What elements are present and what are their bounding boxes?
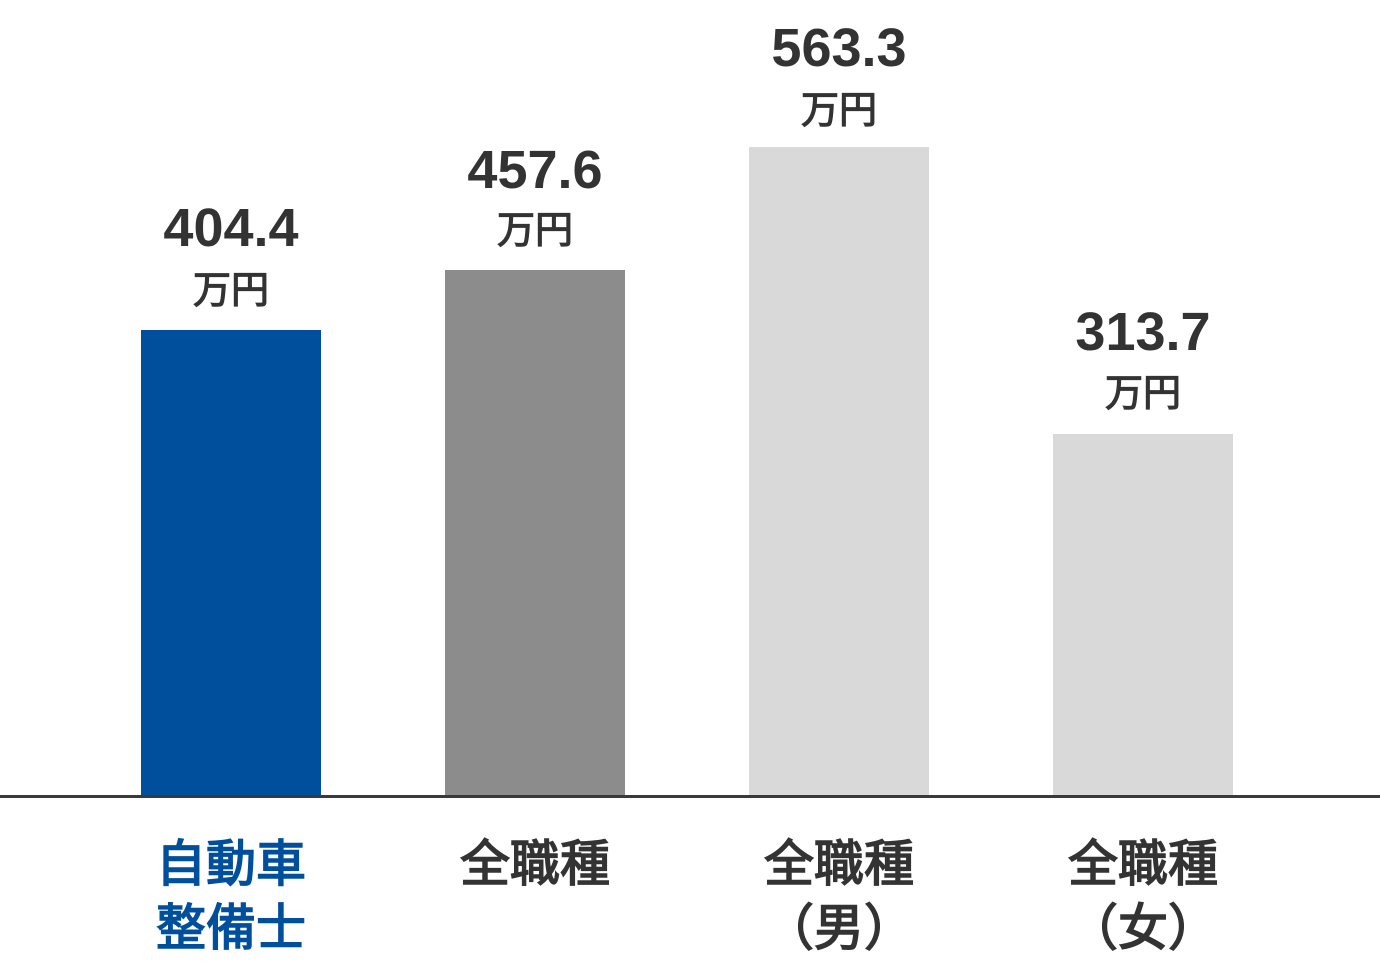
x-axis-baseline bbox=[0, 795, 1380, 798]
category-label-line1: 全職種 bbox=[1068, 835, 1218, 893]
bar-auto-mechanic bbox=[141, 330, 321, 796]
bar-value-label: 313.7 bbox=[1075, 302, 1211, 362]
bar-all-occupations-female bbox=[1053, 434, 1233, 796]
bar-unit-label: 万円 bbox=[496, 208, 573, 252]
category-label-all-occupations: 全職種 bbox=[385, 832, 685, 896]
category-label-auto-mechanic: 自動車 整備士 bbox=[81, 832, 381, 960]
category-label-all-occupations-female: 全職種 （女） bbox=[993, 832, 1293, 960]
bar-all-occupations bbox=[445, 270, 625, 796]
category-label-line2: （女） bbox=[1068, 899, 1218, 957]
bar-value-label: 457.6 bbox=[467, 140, 603, 200]
category-label-line1: 自動車 bbox=[156, 835, 306, 893]
bar-value-label: 563.3 bbox=[771, 18, 907, 78]
category-label-line1: 全職種 bbox=[460, 835, 610, 893]
bar-unit-label: 万円 bbox=[192, 268, 269, 312]
bar-value-label: 404.4 bbox=[163, 198, 299, 258]
bar-unit-label: 万円 bbox=[800, 88, 877, 132]
bar-all-occupations-male bbox=[749, 147, 929, 796]
category-label-line2: 整備士 bbox=[156, 899, 306, 957]
category-label-line2: （男） bbox=[764, 899, 914, 957]
category-label-line1: 全職種 bbox=[764, 835, 914, 893]
bar-unit-label: 万円 bbox=[1104, 371, 1181, 415]
category-label-all-occupations-male: 全職種 （男） bbox=[689, 832, 989, 960]
